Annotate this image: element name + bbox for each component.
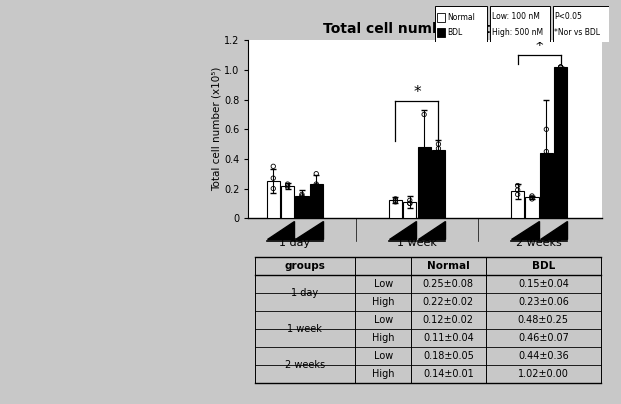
Text: 0.14±0.01: 0.14±0.01 bbox=[423, 369, 474, 379]
Point bbox=[556, 64, 566, 70]
Point bbox=[391, 199, 401, 205]
Point bbox=[283, 181, 292, 187]
Point bbox=[527, 194, 537, 201]
Point bbox=[513, 191, 523, 198]
Bar bbox=[435, 6, 487, 42]
Text: BDL: BDL bbox=[447, 28, 463, 37]
Point bbox=[419, 111, 429, 118]
Text: 1 day: 1 day bbox=[279, 238, 310, 248]
Text: 0.11±0.04: 0.11±0.04 bbox=[423, 333, 474, 343]
Point bbox=[405, 200, 415, 206]
Bar bbox=[266, 181, 280, 218]
Point bbox=[283, 184, 292, 190]
Text: 0.23±0.06: 0.23±0.06 bbox=[518, 297, 569, 307]
Point bbox=[283, 182, 292, 189]
Text: 0.18±0.05: 0.18±0.05 bbox=[423, 351, 474, 361]
Text: Normal: Normal bbox=[427, 261, 469, 271]
Point bbox=[556, 64, 566, 70]
Text: 0.44±0.36: 0.44±0.36 bbox=[518, 351, 569, 361]
Point bbox=[297, 194, 307, 201]
Point bbox=[513, 182, 523, 189]
Text: Low: Low bbox=[374, 315, 392, 325]
Bar bbox=[417, 147, 431, 218]
Bar bbox=[437, 13, 445, 22]
Point bbox=[433, 153, 443, 159]
Text: 0.22±0.02: 0.22±0.02 bbox=[423, 297, 474, 307]
Text: 0.48±0.25: 0.48±0.25 bbox=[518, 315, 569, 325]
Point bbox=[433, 141, 443, 147]
Bar bbox=[432, 150, 445, 218]
Bar bbox=[511, 191, 524, 218]
Text: Low: Low bbox=[374, 279, 392, 289]
Bar bbox=[525, 198, 538, 218]
Y-axis label: Total cell number (x10⁵): Total cell number (x10⁵) bbox=[211, 67, 221, 191]
Text: *: * bbox=[413, 85, 421, 100]
Text: High: High bbox=[372, 333, 394, 343]
Point bbox=[311, 170, 321, 177]
Bar bbox=[437, 28, 445, 37]
Text: Normal: Normal bbox=[447, 13, 475, 22]
Bar bbox=[554, 67, 567, 218]
Point bbox=[513, 187, 523, 193]
Polygon shape bbox=[511, 221, 538, 239]
Text: Low: Low bbox=[374, 351, 392, 361]
Text: High: High bbox=[372, 369, 394, 379]
Bar bbox=[389, 200, 402, 218]
Bar bbox=[296, 196, 309, 218]
Bar bbox=[310, 184, 323, 218]
Text: P<0.05: P<0.05 bbox=[555, 13, 582, 21]
Bar bbox=[403, 202, 417, 218]
Bar bbox=[490, 6, 550, 42]
Point bbox=[268, 175, 278, 181]
Point bbox=[311, 182, 321, 189]
Text: 0.25±0.08: 0.25±0.08 bbox=[423, 279, 474, 289]
Point bbox=[405, 200, 415, 206]
Point bbox=[391, 197, 401, 204]
Point bbox=[297, 193, 307, 199]
Text: 2 weeks: 2 weeks bbox=[285, 360, 325, 370]
Polygon shape bbox=[389, 221, 417, 239]
Text: High: High bbox=[372, 297, 394, 307]
Text: Low: 100 nM: Low: 100 nM bbox=[492, 13, 540, 21]
Text: 1 week: 1 week bbox=[397, 238, 437, 248]
Text: BDL: BDL bbox=[532, 261, 555, 271]
Point bbox=[433, 145, 443, 152]
Point bbox=[419, 148, 429, 155]
Text: 0.12±0.02: 0.12±0.02 bbox=[423, 315, 474, 325]
Text: 2 weeks: 2 weeks bbox=[516, 238, 562, 248]
Point bbox=[268, 163, 278, 170]
Point bbox=[268, 185, 278, 192]
Point bbox=[542, 126, 551, 133]
Text: High: 500 nM: High: 500 nM bbox=[492, 28, 543, 38]
Point bbox=[542, 148, 551, 155]
Point bbox=[405, 197, 415, 204]
Text: *: * bbox=[535, 39, 543, 54]
Bar bbox=[281, 185, 294, 218]
Point bbox=[542, 170, 551, 177]
Polygon shape bbox=[417, 221, 445, 239]
Point bbox=[391, 196, 401, 202]
Point bbox=[297, 191, 307, 198]
Text: 0.46±0.07: 0.46±0.07 bbox=[518, 333, 569, 343]
Point bbox=[419, 156, 429, 162]
Text: groups: groups bbox=[284, 261, 325, 271]
Polygon shape bbox=[540, 221, 567, 239]
Text: 1 day: 1 day bbox=[291, 288, 319, 298]
Point bbox=[556, 64, 566, 70]
Bar bbox=[540, 153, 553, 218]
Polygon shape bbox=[296, 221, 323, 239]
Polygon shape bbox=[266, 221, 294, 239]
Bar bbox=[553, 6, 609, 42]
Text: *Nor vs BDL: *Nor vs BDL bbox=[555, 28, 601, 38]
Point bbox=[311, 181, 321, 187]
Title: Total cell number of testis: Total cell number of testis bbox=[323, 23, 528, 36]
Point bbox=[527, 196, 537, 202]
Point bbox=[527, 193, 537, 199]
Text: 1.02±0.00: 1.02±0.00 bbox=[518, 369, 569, 379]
Text: 0.15±0.04: 0.15±0.04 bbox=[518, 279, 569, 289]
Text: 1 week: 1 week bbox=[288, 324, 322, 334]
